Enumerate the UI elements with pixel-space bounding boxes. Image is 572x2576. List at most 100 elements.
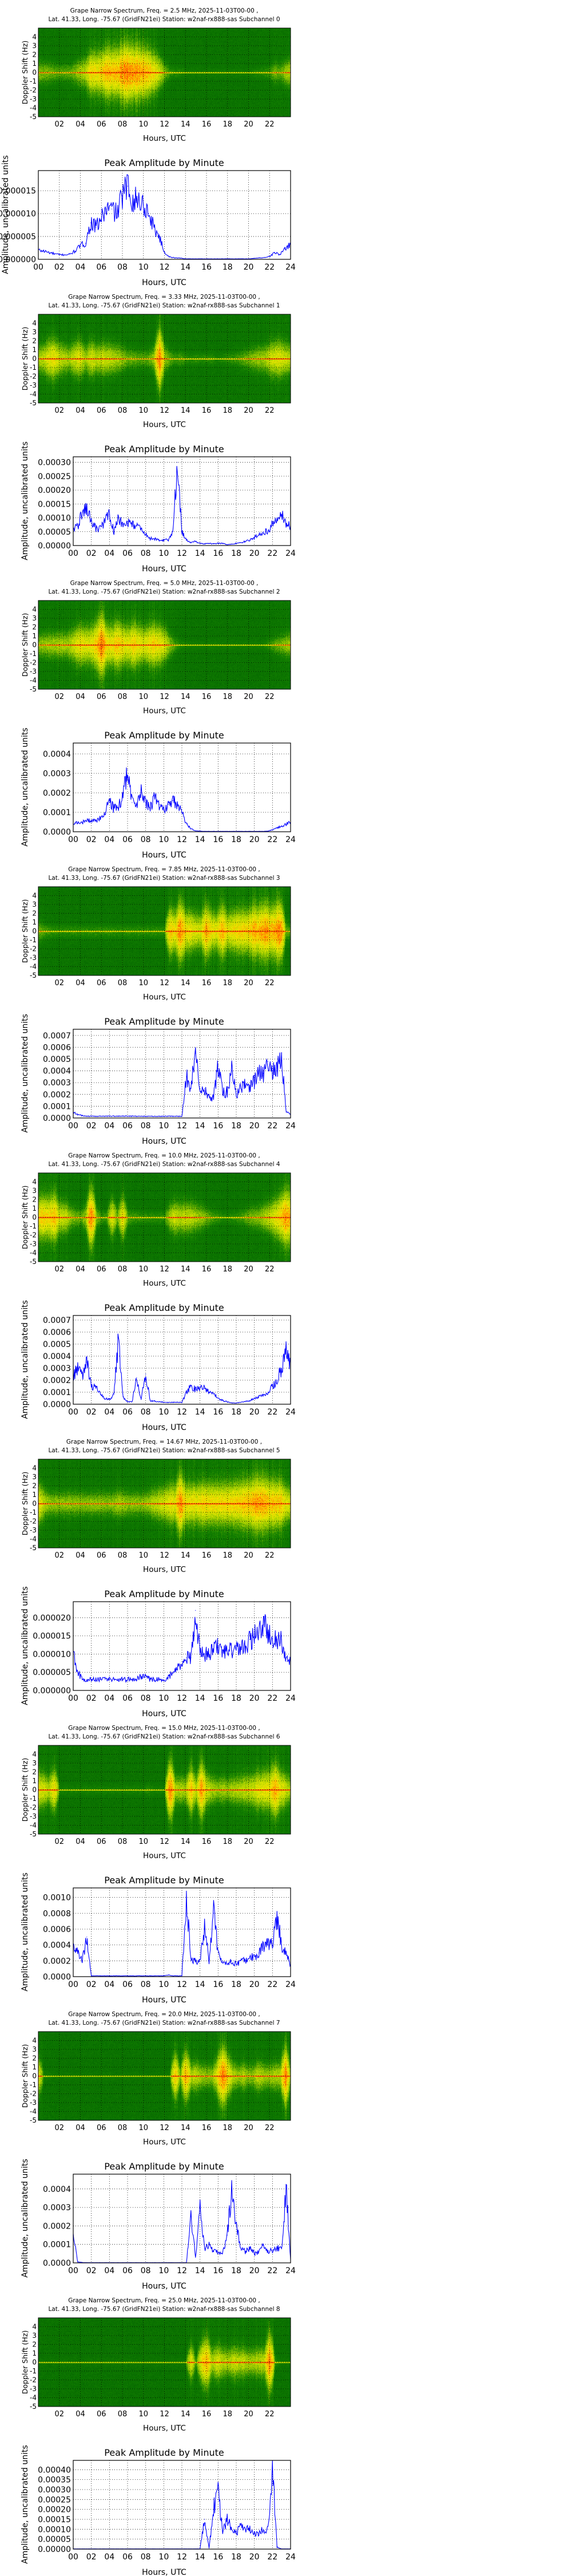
amplitude-point — [213, 1650, 214, 1651]
amplitude-xlabel: Hours, UTC — [142, 851, 186, 859]
amplitude-xtick-label: 10 — [158, 1980, 169, 1989]
spectrogram-ylabel: Doppler Shift (Hz) — [21, 1472, 29, 1536]
amplitude-xtick-label: 24 — [285, 2266, 296, 2275]
spectrogram-ytick-label: 4 — [32, 606, 37, 614]
amplitude-point — [90, 222, 92, 223]
spectrogram-ytick-label: -5 — [30, 1830, 37, 1838]
spectrogram-ylabel: Doppler Shift (Hz) — [21, 1186, 29, 1250]
amplitude-point — [109, 1398, 110, 1400]
amplitude-point — [254, 2532, 255, 2534]
amplitude-ytick-label: 0.00015 — [38, 500, 71, 509]
spectrogram-ytick-label: -1 — [30, 650, 37, 658]
spectrogram-ytick-label: -2 — [30, 2090, 37, 2098]
spectrogram-ytick-label: -2 — [30, 2376, 37, 2384]
spectrogram-title: Grape Narrow Spectrum, Freq. = 2.5 MHz, … — [70, 7, 259, 14]
spectrogram-ytick-label: 4 — [32, 2037, 37, 2045]
spectrogram-xlabel: Hours, UTC — [143, 2424, 186, 2433]
amplitude-point — [190, 828, 192, 829]
amplitude-ylabel: Amplitude, uncalibrated units — [21, 2445, 30, 2564]
amplitude-ytick-label: 0.0006 — [43, 1043, 71, 1052]
spectrogram-title: Grape Narrow Spectrum, Freq. = 20.0 MHz,… — [68, 2011, 260, 2018]
spectrogram-xtick-label: 22 — [265, 2410, 275, 2419]
amplitude-xtick-label: 12 — [160, 263, 170, 272]
spectrogram-ytick-label: -3 — [30, 1240, 37, 1248]
spectrogram-xlabel: Hours, UTC — [143, 2138, 186, 2147]
spectrogram-xtick-label: 06 — [97, 1838, 106, 1846]
amplitude-point — [158, 804, 160, 805]
amplitude-point — [217, 543, 219, 544]
spectrogram-ytick-label: 2 — [32, 337, 37, 345]
amplitude-ytick-label: 0.0000 — [43, 1973, 71, 1982]
spectrogram-xtick-label: 12 — [160, 1838, 169, 1846]
amplitude-xtick-label: 12 — [177, 835, 187, 844]
amplitude-xtick-label: 00 — [33, 263, 43, 272]
amplitude-point — [253, 258, 255, 259]
amplitude-title: Peak Amplitude by Minute — [104, 1589, 224, 1599]
amplitude-line — [73, 466, 291, 546]
spectrogram-xtick-label: 16 — [202, 406, 212, 415]
amplitude-xtick-label: 24 — [285, 1408, 296, 1417]
amplitude-point — [269, 256, 270, 257]
spectrogram-ytick-label: -5 — [30, 113, 37, 121]
spectrogram-xtick-label: 14 — [181, 1838, 190, 1846]
spectrogram-ytick-label: -2 — [30, 1804, 37, 1812]
amplitude-ylabel: Amplitude, uncalibrated units — [21, 1872, 30, 1992]
spectrogram-xtick-label: 22 — [265, 120, 275, 129]
spectrogram-xtick-label: 12 — [160, 2124, 169, 2132]
amplitude-point — [190, 1657, 192, 1658]
amplitude-xtick-label: 24 — [285, 2553, 296, 2562]
amplitude-ytick-label: 0.000005 — [33, 1668, 71, 1677]
amplitude-point — [204, 543, 205, 544]
spectrogram-xtick-label: 14 — [181, 693, 190, 701]
spectrogram-xtick-label: 02 — [54, 979, 64, 987]
spectrogram-xlabel: Hours, UTC — [143, 1565, 186, 1574]
spectrogram-ytick-label: 1 — [32, 1204, 37, 1212]
spectrogram-xtick-label: 22 — [265, 1838, 275, 1846]
amplitude-point — [168, 1974, 169, 1976]
amplitude-xtick-label: 22 — [267, 1980, 277, 1989]
amplitude-point — [118, 808, 119, 809]
amplitude-xtick-label: 02 — [86, 2553, 97, 2562]
spectrogram-ytick-label: 1 — [32, 346, 37, 354]
amplitude-xtick-label: 20 — [249, 549, 260, 558]
amplitude-ytick-label: 0.0003 — [43, 1078, 71, 1088]
amplitude-frame — [73, 1887, 291, 1977]
amplitude-point — [122, 792, 124, 793]
amplitude-ytick-label: 0.0000 — [43, 2259, 71, 2268]
amplitude-xtick-label: 06 — [122, 1980, 133, 1989]
spectrogram-subtitle: Lat. 41.33, Long. -75.67 (GridFN21ei) St… — [48, 1447, 280, 1454]
spectrogram-xtick-label: 02 — [54, 693, 64, 701]
amplitude-xtick-label: 18 — [231, 2266, 241, 2275]
amplitude-point — [272, 523, 273, 524]
spectrogram-ytick-label: -1 — [30, 77, 37, 85]
amplitude-xtick-label: 08 — [141, 835, 151, 844]
spectrogram-ytick-label: -3 — [30, 2099, 37, 2107]
spectrogram-frame — [38, 27, 291, 117]
spectrogram-ytick-label: 3 — [32, 900, 37, 908]
amplitude-point — [231, 1070, 232, 1072]
amplitude-point — [154, 538, 156, 539]
spectrogram-xtick-label: 14 — [181, 406, 190, 415]
spectrogram-ytick-label: 1 — [32, 2349, 37, 2357]
amplitude-ytick-label: 0.0001 — [43, 808, 71, 817]
amplitude-point — [272, 1070, 273, 1072]
amplitude-ytick-label: 0.00005 — [38, 528, 71, 537]
panel-svg: Grape Narrow Spectrum, Freq. = 2.5 MHz, … — [0, 7, 296, 286]
amplitude-ylabel: Amplitude, uncalibrated units — [21, 1300, 30, 1419]
amplitude-ytick-label: 0.0008 — [43, 1909, 71, 1918]
amplitude-point — [231, 2528, 232, 2530]
amplitude-xtick-label: 02 — [86, 835, 97, 844]
spectrogram-subtitle: Lat. 41.33, Long. -75.67 (GridFN21ei) St… — [48, 302, 280, 309]
spectrogram-ylabel: Doppler Shift (Hz) — [21, 41, 29, 105]
amplitude-xtick-label: 22 — [267, 1694, 277, 1703]
spectrogram-xtick-label: 16 — [202, 2124, 212, 2132]
amplitude-xtick-label: 24 — [285, 1980, 296, 1989]
spectrogram-ytick-label: -2 — [30, 1518, 37, 1526]
amplitude-point — [100, 817, 101, 819]
amplitude-frame — [73, 2460, 291, 2550]
spectrogram-xtick-label: 16 — [202, 120, 212, 129]
amplitude-xtick-label: 16 — [213, 2266, 223, 2275]
spectrogram-ytick-label: 4 — [32, 2323, 37, 2331]
amplitude-xtick-label: 12 — [177, 1980, 187, 1989]
spectrogram-frame — [38, 1459, 291, 1548]
